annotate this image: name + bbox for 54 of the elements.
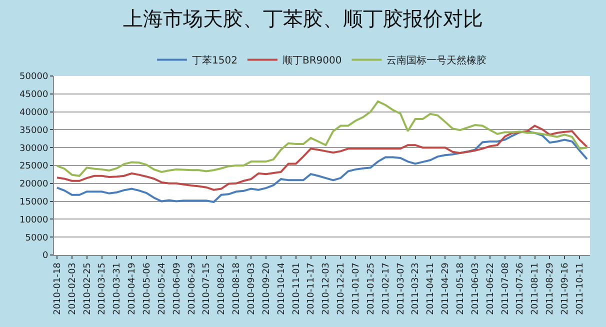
x-tick-label: 2011-09-16 [560,262,571,315]
line-series [56,124,588,191]
x-tick-label: 2010-09-20 [262,262,272,315]
x-tick-label: 2010-04-19 [128,262,138,315]
x-tick-label: 2010-03-31 [112,262,123,315]
y-tick-label: 45000 [20,90,48,100]
x-tick-label: 2011-04-29 [441,262,452,315]
x-tick-label: 2010-09-03 [247,262,258,315]
x-tick-label: 2010-12-21 [336,262,347,315]
y-tick-label: 40000 [20,108,48,118]
x-tick-label: 2011-05-18 [456,262,466,315]
legend-label: 顺丁BR9000 [282,56,342,67]
legend-label: 云南国标一号天然橡胶 [386,54,487,67]
x-tick-label: 2011-08-11 [530,262,541,315]
x-tick-label: 2011-02-17 [381,262,392,315]
x-tick-label: 2011-03-07 [396,262,406,315]
x-tick-label: 2010-05-24 [157,262,168,315]
legend-label: 丁苯1502 [192,54,238,67]
x-tick-label: 2010-05-06 [142,262,152,315]
x-tick-label: 2011-01-07 [352,262,362,315]
x-tick-label: 2010-08-18 [232,262,242,315]
x-tick-label: 2011-07-26 [516,262,526,315]
x-tick-label: 2011-01-25 [366,262,376,315]
x-tick-label: 2010-11-17 [306,262,317,315]
y-tick-label: 20000 [20,180,48,190]
x-tick-label: 2010-10-14 [276,262,287,315]
x-tick-label: 2011-07-08 [500,262,511,315]
chart-title: 上海市场天胶、丁苯胶、顺丁胶报价对比 [123,6,483,30]
x-tick-label: 2010-06-29 [187,262,198,315]
x-tick-label: 2010-03-15 [98,262,108,315]
x-tick-label: 2011-03-23 [411,262,422,315]
x-tick-label: 2010-11-01 [292,262,302,315]
y-tick-label: 30000 [20,144,48,154]
x-tick-label: 2010-12-03 [322,262,332,315]
x-tick-label: 2011-06-03 [470,262,481,315]
y-tick-label: 0 [42,251,48,262]
y-tick-label: 35000 [20,126,48,136]
y-tick-label: 25000 [20,162,48,172]
line-series [56,100,588,177]
y-tick-label: 15000 [20,197,48,208]
x-tick-label: 2010-02-03 [68,262,78,315]
x-tick-label: 2010-07-15 [202,262,212,315]
x-tick-label: 2010-06-09 [172,262,182,315]
y-tick-label: 5000 [25,233,48,244]
x-tick-label: 2010-08-02 [217,262,228,315]
x-tick-label: 2010-02-25 [82,262,93,315]
x-tick-label: 2011-06-22 [486,262,496,315]
x-tick-label: 2011-04-11 [426,262,436,315]
y-tick-label: 50000 [20,72,48,82]
line-series [56,130,588,204]
x-tick-label: 2010-01-18 [52,262,63,315]
x-tick-label: 2011-10-11 [575,262,586,315]
x-tick-label: 2011-08-29 [546,262,556,315]
y-tick-label: 10000 [20,215,48,226]
